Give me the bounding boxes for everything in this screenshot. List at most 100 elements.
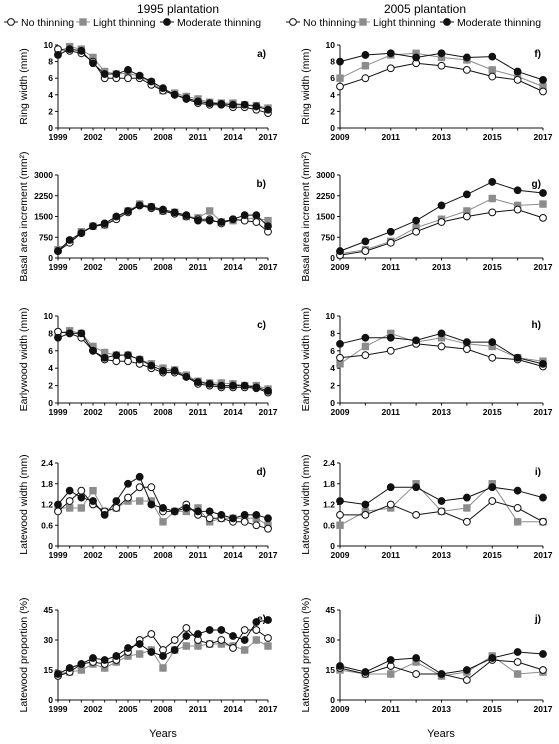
y-axis-label: Ring width (mm) xyxy=(18,48,30,124)
x-tick-label: 2013 xyxy=(432,704,451,714)
data-point xyxy=(124,493,132,502)
y-tick-label: 2.4 xyxy=(323,458,335,468)
data-point xyxy=(463,504,471,512)
data-point xyxy=(252,521,261,530)
data-point xyxy=(488,178,497,186)
x-tick-label: 2017 xyxy=(259,407,278,417)
panel-label: d) xyxy=(257,467,266,478)
data-point xyxy=(112,70,121,78)
data-point xyxy=(361,510,370,519)
data-point xyxy=(437,497,446,505)
x-tick-label: 2005 xyxy=(119,132,138,142)
x-tick-label: 2005 xyxy=(119,407,138,417)
data-point xyxy=(159,652,167,660)
y-tick-label: 0.6 xyxy=(323,520,335,530)
data-point xyxy=(229,644,237,652)
x-tick-label: 2005 xyxy=(119,262,138,272)
data-point xyxy=(539,200,547,208)
data-point xyxy=(336,82,344,91)
data-point xyxy=(124,207,132,215)
data-point xyxy=(539,493,547,502)
data-point xyxy=(488,208,497,217)
legend-label: No thinning xyxy=(303,17,356,29)
data-point xyxy=(386,500,395,509)
data-point xyxy=(159,518,167,526)
y-tick-label: 6 xyxy=(330,73,335,83)
y-tick-label: 8 xyxy=(330,57,335,67)
legend-marker xyxy=(163,18,171,26)
y-tick-label: 15 xyxy=(44,665,54,675)
data-point xyxy=(361,668,370,676)
data-point xyxy=(240,517,249,526)
data-point xyxy=(170,646,179,654)
data-point xyxy=(513,75,522,84)
data-point xyxy=(205,507,214,516)
data-point xyxy=(513,658,522,666)
data-point xyxy=(124,66,132,74)
data-point xyxy=(112,351,121,360)
data-point xyxy=(147,361,156,370)
x-tick-label: 2002 xyxy=(84,407,103,417)
data-point xyxy=(135,71,144,80)
data-point xyxy=(89,222,97,231)
data-point xyxy=(112,497,121,505)
data-point xyxy=(252,618,261,626)
x-tick-label: 2002 xyxy=(84,704,103,714)
data-point xyxy=(386,238,395,247)
data-point xyxy=(229,100,237,109)
x-tick-label: 2005 xyxy=(119,704,138,714)
data-point xyxy=(361,342,370,351)
data-point xyxy=(336,497,344,505)
x-tick-label: 1999 xyxy=(49,262,68,272)
y-tick-label: 2 xyxy=(330,106,335,116)
data-point xyxy=(488,52,497,61)
data-point xyxy=(361,74,370,83)
data-point xyxy=(135,201,144,210)
data-point xyxy=(194,378,202,387)
data-point xyxy=(361,500,370,509)
y-tick-label: 3000 xyxy=(34,170,53,180)
data-point xyxy=(252,626,261,634)
y-axis-label: Ring width (mm) xyxy=(300,48,312,124)
data-point xyxy=(194,97,202,106)
data-point xyxy=(170,636,179,644)
data-point xyxy=(462,517,471,526)
x-tick-label: 2009 xyxy=(331,704,350,714)
y-tick-label: 2.4 xyxy=(41,458,53,468)
x-tick-label: 1999 xyxy=(49,550,68,560)
legend-label: Moderate thinning xyxy=(177,17,261,29)
data-point xyxy=(437,507,446,516)
y-tick-label: 0 xyxy=(330,541,335,551)
data-point xyxy=(124,479,132,488)
data-point xyxy=(488,66,496,74)
y-axis-label: Latewood proportion (%) xyxy=(300,598,312,713)
x-tick-label: 2013 xyxy=(432,262,451,272)
x-tick-label: 2011 xyxy=(382,550,401,560)
x-tick-label: 1999 xyxy=(49,132,68,142)
y-axis-label: Latewood proportion (%) xyxy=(18,598,30,713)
data-point xyxy=(488,338,497,347)
data-point xyxy=(147,630,156,638)
y-tick-label: 0 xyxy=(48,541,53,551)
data-point xyxy=(412,654,421,662)
legend-marker xyxy=(7,18,15,26)
legend-label: Light thinning xyxy=(93,17,156,29)
data-point xyxy=(513,205,522,214)
column-title-1995: 1995 plantation xyxy=(137,2,219,16)
data-point xyxy=(240,636,249,644)
legend-label: Light thinning xyxy=(373,17,436,29)
y-tick-label: 1.2 xyxy=(323,500,335,510)
data-point xyxy=(217,381,226,390)
data-point xyxy=(264,222,272,231)
data-point xyxy=(361,237,370,246)
data-point xyxy=(361,247,370,255)
data-point xyxy=(194,216,202,225)
data-point xyxy=(89,346,97,355)
data-point xyxy=(488,483,497,492)
x-tick-label: 2015 xyxy=(483,407,502,417)
y-axis-label: Earlywood width (mm) xyxy=(18,308,30,412)
y-tick-label: 2 xyxy=(330,381,335,391)
data-point xyxy=(135,640,144,648)
data-point xyxy=(217,100,226,108)
data-point xyxy=(229,381,237,390)
